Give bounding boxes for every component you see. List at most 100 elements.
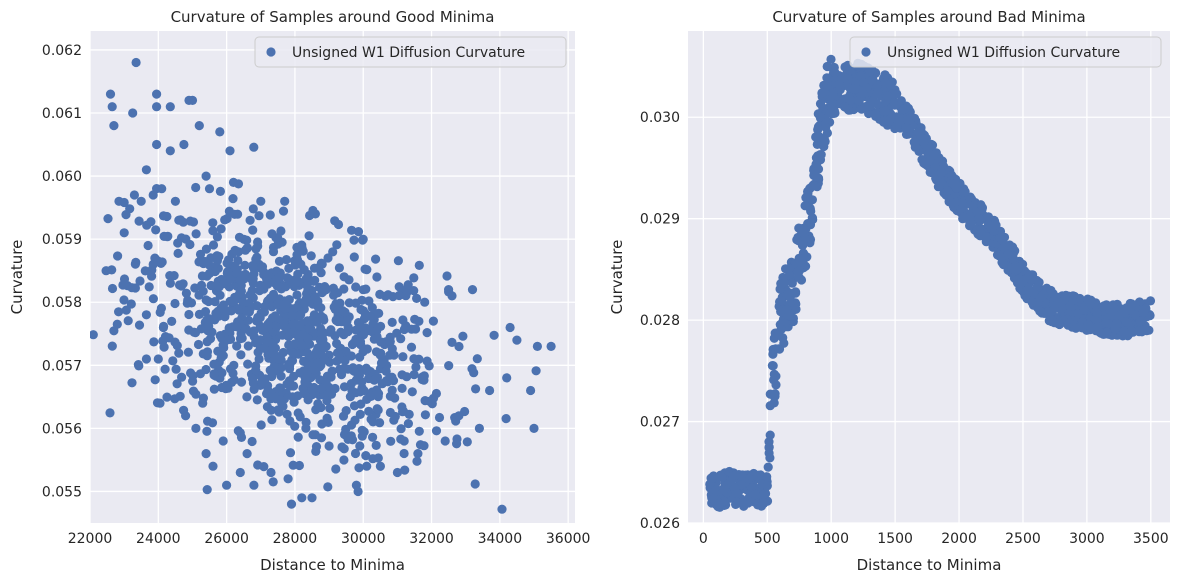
- y-tick-label: 0.027: [640, 415, 680, 431]
- scatter-point: [324, 441, 334, 451]
- scatter-point: [393, 256, 403, 266]
- scatter-point: [119, 274, 130, 284]
- chart-title: Curvature of Samples around Bad Minima: [772, 8, 1085, 26]
- scatter-point: [774, 344, 784, 354]
- scatter-point: [10, 180, 19, 189]
- scatter-point: [209, 384, 219, 394]
- x-tick-label: 26000: [204, 531, 249, 547]
- scatter-point: [248, 278, 258, 288]
- scatter-point: [259, 323, 269, 333]
- scatter-point: [172, 379, 182, 389]
- scatter-point: [201, 449, 211, 459]
- scatter-point: [217, 368, 227, 378]
- scatter-point: [152, 139, 162, 150]
- scatter-point: [369, 375, 379, 385]
- scatter-point: [409, 273, 419, 283]
- scatter-point: [359, 386, 369, 396]
- scatter-point: [945, 197, 955, 207]
- scatter-point: [390, 411, 400, 422]
- scatter-point: [1112, 319, 1122, 329]
- scatter-point: [1079, 305, 1089, 315]
- scatter-point: [276, 395, 286, 405]
- scatter-point: [769, 398, 779, 408]
- scatter-point: [228, 296, 238, 307]
- scatter-point: [278, 206, 289, 216]
- scatter-point: [266, 405, 276, 415]
- scatter-point: [333, 219, 344, 230]
- scatter-point: [310, 209, 320, 219]
- scatter-point: [155, 398, 165, 408]
- scatter-point: [253, 460, 263, 470]
- scatter-point: [362, 461, 372, 471]
- scatter-point: [170, 394, 180, 404]
- scatter-point: [303, 316, 313, 327]
- scatter-point: [899, 104, 910, 114]
- scatter-point: [281, 299, 291, 309]
- scatter-point: [452, 439, 462, 449]
- scatter-point: [181, 411, 191, 421]
- scatter-point: [160, 364, 170, 374]
- scatter-point: [485, 385, 495, 396]
- scatter-point: [371, 440, 381, 450]
- scatter-point: [243, 315, 253, 325]
- scatter-point: [194, 121, 204, 131]
- scatter-point: [274, 256, 285, 266]
- scatter-point: [447, 337, 457, 347]
- scatter-point: [399, 436, 409, 446]
- scatter-point: [297, 243, 307, 253]
- scatter-point: [185, 239, 195, 250]
- scatter-point: [1007, 242, 1018, 252]
- scatter-point: [1048, 289, 1058, 299]
- scatter-point: [512, 335, 522, 345]
- scatter-point: [165, 102, 175, 112]
- scatter-point: [883, 91, 893, 101]
- scatter-point: [1026, 275, 1036, 285]
- scatter-point: [292, 290, 302, 300]
- scatter-point: [315, 335, 325, 345]
- scatter-point: [394, 290, 404, 301]
- scatter-point: [366, 391, 377, 401]
- scatter-point: [784, 263, 794, 274]
- scatter-point: [319, 328, 329, 338]
- scatter-point: [808, 214, 818, 225]
- scatter-point: [821, 122, 831, 132]
- scatter-point: [372, 326, 382, 336]
- scatter-point: [381, 366, 391, 376]
- scatter-point: [294, 320, 304, 330]
- scatter-point: [119, 295, 129, 305]
- scatter-point: [109, 121, 119, 131]
- scatter-point: [278, 347, 288, 358]
- scatter-point: [383, 290, 393, 300]
- scatter-point: [208, 461, 218, 471]
- scatter-point: [162, 392, 172, 402]
- scatter-point: [168, 356, 178, 366]
- scatter-point: [409, 286, 419, 296]
- scatter-point: [268, 348, 278, 358]
- scatter-point: [310, 293, 320, 303]
- scatter-point: [188, 386, 199, 396]
- scatter-point: [706, 473, 716, 483]
- scatter-point: [78, 205, 87, 214]
- scatter-point: [870, 109, 881, 119]
- scatter-point: [815, 112, 826, 122]
- scatter-point: [505, 322, 515, 333]
- scatter-point: [265, 365, 275, 375]
- scatter-point: [248, 225, 258, 235]
- scatter-point: [323, 482, 333, 492]
- scatter-point: [280, 196, 290, 206]
- scatter-point: [209, 359, 219, 369]
- chart-title: Curvature of Samples around Good Minima: [171, 8, 495, 26]
- scatter-point: [140, 266, 150, 276]
- scatter-point: [730, 470, 741, 480]
- scatter-point: [359, 427, 369, 437]
- scatter-point: [532, 341, 543, 351]
- scatter-point: [828, 90, 838, 100]
- scatter-point: [811, 172, 821, 182]
- scatter-point: [148, 259, 158, 269]
- scatter-point: [103, 214, 113, 224]
- scatter-point: [467, 285, 478, 295]
- scatter-point: [372, 404, 382, 414]
- scatter-point: [202, 426, 212, 436]
- scatter-point: [1027, 297, 1037, 307]
